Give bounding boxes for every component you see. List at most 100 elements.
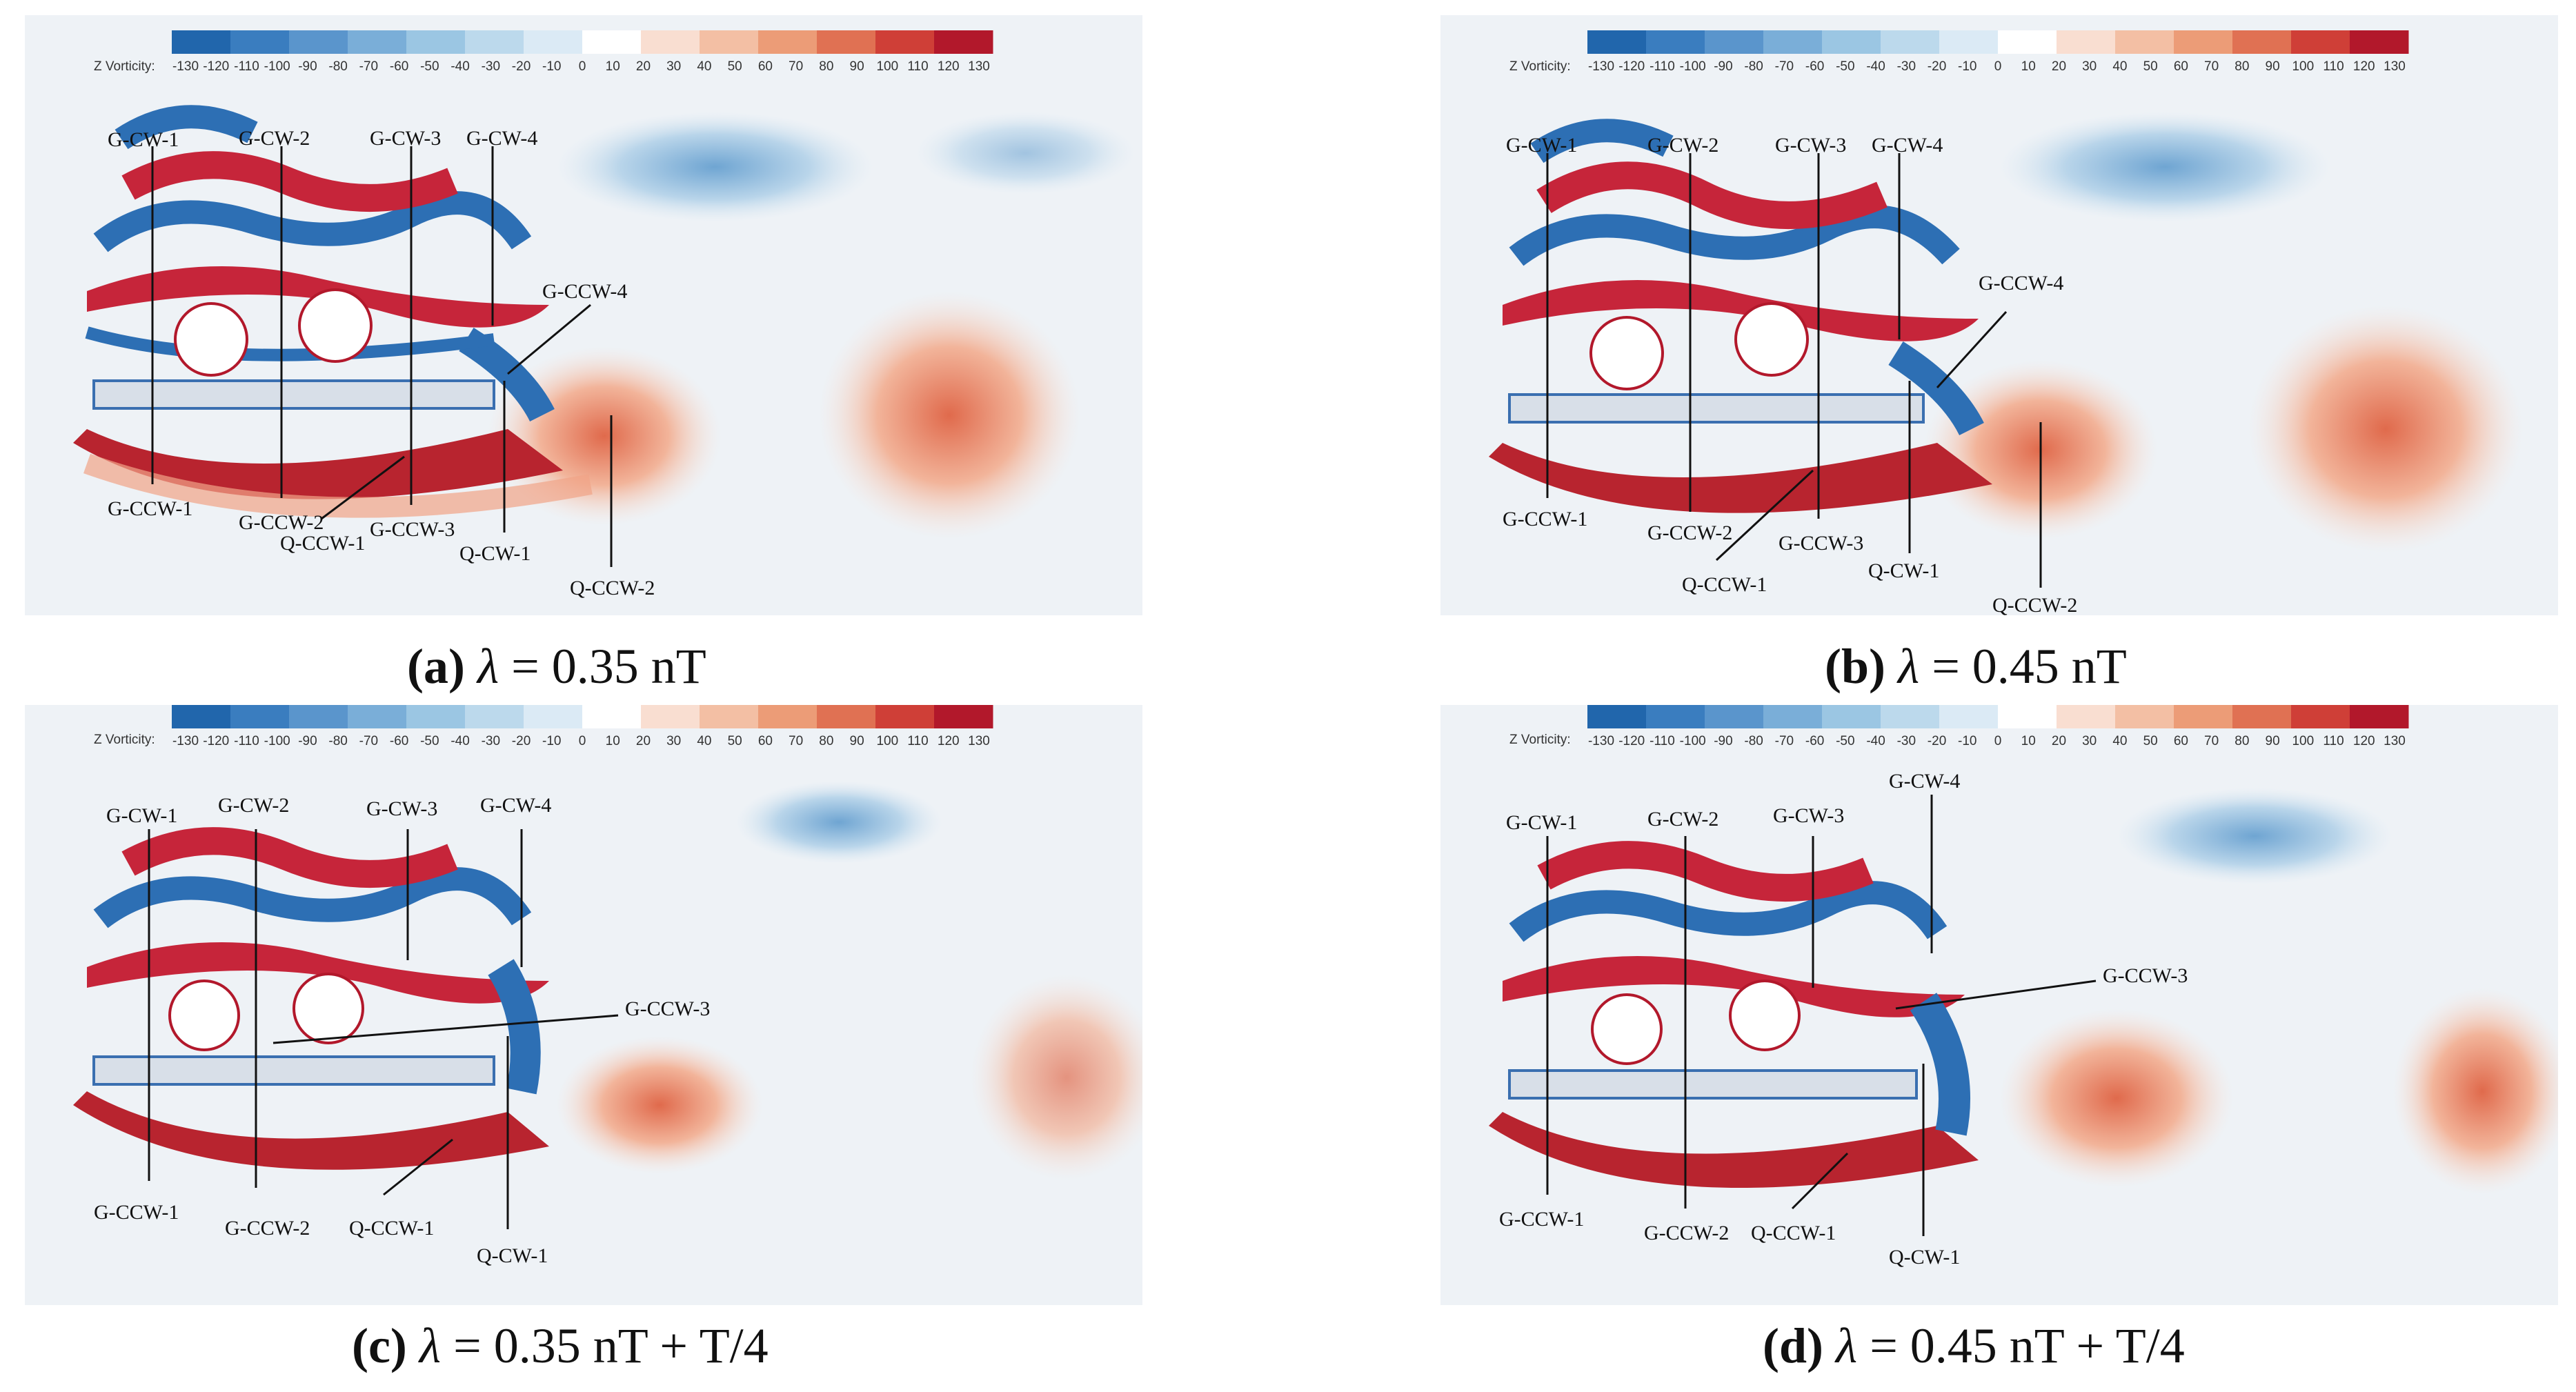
- colorbar-swatch: [1705, 705, 1764, 728]
- colorbar-tick-label: 10: [2021, 734, 2036, 748]
- caption-letter: (c): [352, 1318, 407, 1373]
- colorbar-title: Z Vorticity:: [94, 733, 155, 747]
- colorbar-tick-label: -90: [298, 59, 317, 74]
- colorbar-swatch: [172, 705, 231, 728]
- colorbar-swatch: [2057, 705, 2116, 728]
- wake-flow: [1489, 112, 2524, 553]
- colorbar-tick-label: -110: [1649, 59, 1675, 74]
- colorbar-swatch: [524, 705, 583, 728]
- colorbar-swatch: [2232, 30, 2292, 54]
- colorbar-tick-label: 70: [2204, 734, 2219, 748]
- colorbar-tick-label: 130: [2384, 59, 2406, 74]
- colorbar-tick-label: 50: [2143, 59, 2158, 74]
- label-g-ccw-2: G-CCW-2: [1644, 1222, 1729, 1244]
- colorbar-tick-label: -100: [1680, 734, 1706, 748]
- colorbar-swatch: [1822, 30, 1881, 54]
- colorbar-tick-label: -100: [264, 59, 290, 74]
- colorbar-swatch: [524, 30, 583, 54]
- label-g-ccw-1: G-CCW-1: [1499, 1208, 1584, 1231]
- colorbar-tick-label: 30: [2082, 59, 2097, 74]
- colorbar-tick-label: 90: [850, 734, 864, 748]
- colorbar-tick-label: -60: [1805, 734, 1824, 748]
- colorbar-tick-label: -110: [1649, 734, 1675, 748]
- colorbar-swatch: [875, 705, 935, 728]
- colorbar-swatch: [406, 30, 466, 54]
- vortex-annotations: [1546, 153, 2042, 588]
- label-g-cw-4: G-CW-4: [466, 127, 537, 150]
- label-g-cw-2: G-CW-2: [1647, 808, 1718, 831]
- label-q-cw-1: Q-CW-1: [477, 1244, 548, 1267]
- label-g-cw-3: G-CW-3: [1773, 804, 1844, 827]
- colorbar-tick-label: 20: [636, 734, 651, 748]
- colorbar-tick-label: 120: [938, 59, 960, 74]
- colorbar-tick-label: 90: [2266, 59, 2280, 74]
- colorbar-tick-label: -10: [1958, 59, 1976, 74]
- vortex-annotations: [151, 146, 613, 567]
- colorbar-ticks: -130 -120 -110 -100 -90 -80 -70 -60 -50 -40 -30 -20…: [172, 59, 990, 74]
- colorbar-tick-label: 110: [2323, 59, 2344, 74]
- colorbar-tick-label: -120: [1618, 59, 1645, 74]
- colorbar-tick-label: -90: [1714, 59, 1732, 74]
- colorbar-tick-label: -130: [172, 59, 199, 74]
- colorbar-tick-label: 130: [968, 59, 990, 74]
- colorbar-ticks: -130 -120 -110 -100 -90 -80 -70 -60 -50 -40 -30 -20…: [172, 734, 990, 748]
- colorbar-tick-label: -80: [1744, 59, 1763, 74]
- colorbar-tick-label: 130: [2384, 734, 2406, 748]
- label-g-cw-3: G-CW-3: [1775, 134, 1846, 157]
- colorbar-tick-label: -110: [234, 734, 259, 748]
- colorbar-tick-label: 130: [968, 734, 990, 748]
- label-q-ccw-1: Q-CCW-1: [1751, 1222, 1836, 1244]
- colorbar-swatch: [2291, 30, 2350, 54]
- colorbar: Z Vorticity: -130 -120 -110 -100 -90 -80 -70 -6…: [94, 705, 993, 748]
- vortex-annotations: [1546, 795, 2097, 1236]
- colorbar-tick-label: -80: [328, 59, 347, 74]
- colorbar-tick-label: -100: [1680, 59, 1706, 74]
- colorbar-swatch: [2232, 705, 2292, 728]
- colorbar-tick-label: -20: [1928, 59, 1946, 74]
- colorbar-tick-label: 100: [876, 59, 898, 74]
- colorbar-tick-label: -10: [542, 734, 561, 748]
- colorbar-tick-label: 0: [579, 59, 586, 74]
- colorbar-tick-label: 110: [907, 734, 928, 748]
- colorbar-swatch: [2115, 705, 2174, 728]
- colorbar-tick-label: 20: [2052, 734, 2066, 748]
- label-g-ccw-4: G-CCW-4: [1979, 272, 2063, 295]
- colorbar: Z Vorticity: -130 -120 -110 -100 -90 -80 -70 -6…: [1509, 705, 2409, 748]
- colorbar-tick-label: 80: [819, 734, 833, 748]
- caption-a: (a) λ = 0.35 nT: [407, 638, 706, 695]
- colorbar-title: Z Vorticity:: [1509, 59, 1571, 74]
- colorbar-swatch: [348, 705, 407, 728]
- label-q-ccw-1: Q-CCW-1: [280, 532, 365, 555]
- caption-letter: (d): [1763, 1318, 1823, 1373]
- caption-text: = 0.35 nT: [499, 639, 706, 694]
- colorbar-tick-label: -50: [420, 734, 439, 748]
- colorbar-tick-label: -40: [450, 59, 469, 74]
- wake-flow: [73, 105, 1136, 539]
- colorbar-tick-label: 70: [789, 59, 803, 74]
- colorbar-swatch: [934, 705, 993, 728]
- colorbar-tick-label: 80: [2235, 734, 2249, 748]
- caption-b: (b) λ = 0.45 nT: [1825, 638, 2127, 695]
- colorbar-swatch: [2350, 30, 2409, 54]
- colorbar-tick-label: 40: [697, 734, 711, 748]
- label-g-ccw-1: G-CCW-1: [94, 1201, 179, 1224]
- colorbar-swatch: [348, 30, 407, 54]
- label-g-ccw-3: G-CCW-3: [370, 518, 455, 541]
- colorbar-tick-label: -30: [1897, 734, 1916, 748]
- colorbar-swatch: [1881, 30, 1940, 54]
- colorbar-tick-label: -130: [1588, 734, 1614, 748]
- colorbar-swatch: [641, 30, 700, 54]
- panel-d: Z Vorticity: -130 -120 -110 -100 -90 -80 -70 -6…: [1440, 705, 2558, 1305]
- colorbar-tick-label: 10: [606, 734, 620, 748]
- colorbar-tick-label: -70: [1775, 59, 1794, 74]
- caption-letter: (a): [407, 639, 465, 694]
- colorbar-title: Z Vorticity:: [94, 59, 155, 74]
- colorbar-tick-label: 60: [758, 734, 773, 748]
- colorbar-swatch: [641, 705, 700, 728]
- colorbar-tick-label: 60: [758, 59, 773, 74]
- colorbar-swatch: [1646, 30, 1705, 54]
- colorbar-tick-label: 20: [636, 59, 651, 74]
- colorbar-swatch: [758, 30, 818, 54]
- colorbar-tick-label: 120: [2353, 734, 2375, 748]
- vorticity-plot-d: Z Vorticity: -130 -120 -110 -100 -90 -80 -70 -6…: [1440, 705, 2558, 1305]
